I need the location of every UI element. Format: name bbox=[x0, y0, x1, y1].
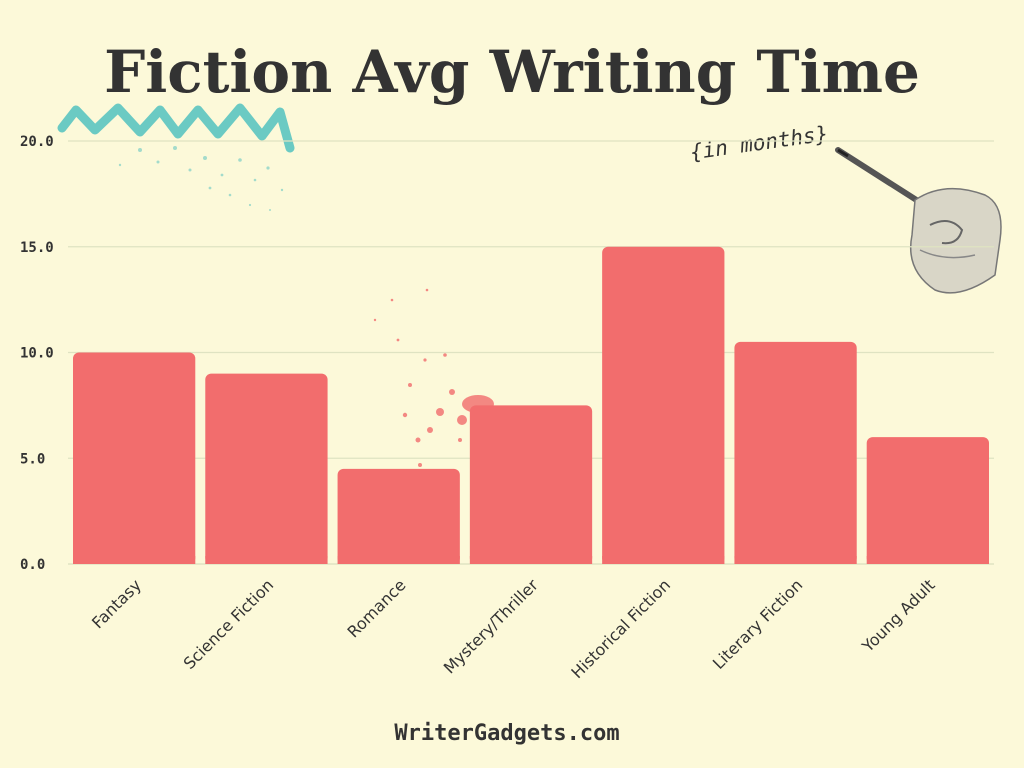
bar bbox=[205, 373, 328, 564]
chart-subtitle: {in months} bbox=[688, 122, 829, 165]
x-tick-label: Romance bbox=[344, 575, 410, 641]
bar bbox=[602, 246, 725, 564]
bars bbox=[73, 246, 989, 564]
bar-base bbox=[205, 556, 328, 564]
y-tick-label: 0.0 bbox=[20, 557, 45, 573]
bar-base bbox=[469, 556, 593, 564]
y-tick-label: 10.0 bbox=[20, 346, 54, 362]
x-tick-label: Fantasy bbox=[88, 575, 145, 632]
bar-base bbox=[73, 556, 196, 564]
y-tick-label: 5.0 bbox=[20, 451, 45, 467]
teal-zigzag-scribble bbox=[57, 103, 295, 211]
bar bbox=[337, 468, 460, 564]
x-tick-label: Young Adult bbox=[858, 575, 939, 656]
y-tick-label: 20.0 bbox=[20, 134, 54, 150]
x-tick-label: Historical Fiction bbox=[567, 575, 674, 682]
bar bbox=[866, 437, 989, 564]
red-ink-splatter bbox=[373, 288, 494, 467]
footer-site: WriterGadgets.com bbox=[394, 721, 619, 746]
bar bbox=[734, 341, 857, 564]
x-tick-label: Literary Fiction bbox=[709, 575, 807, 673]
x-axis: Fantasy Science Fiction Romance Mystery/Thr… bbox=[88, 575, 939, 682]
bar-base bbox=[866, 556, 989, 564]
y-axis: 0.0 5.0 10.0 15.0 20.0 bbox=[20, 134, 54, 573]
bar-base bbox=[337, 556, 460, 564]
x-tick-label: Mystery/Thriller bbox=[440, 575, 542, 677]
bar bbox=[469, 405, 593, 564]
y-tick-label: 15.0 bbox=[20, 240, 54, 256]
bar-base bbox=[734, 556, 857, 564]
hand-holding-pen-icon bbox=[835, 147, 1002, 294]
x-tick-label: Science Fiction bbox=[180, 575, 278, 673]
bar bbox=[73, 352, 196, 564]
bar-base bbox=[602, 556, 725, 564]
chart-title: Fiction Avg Writing Time bbox=[104, 38, 920, 106]
